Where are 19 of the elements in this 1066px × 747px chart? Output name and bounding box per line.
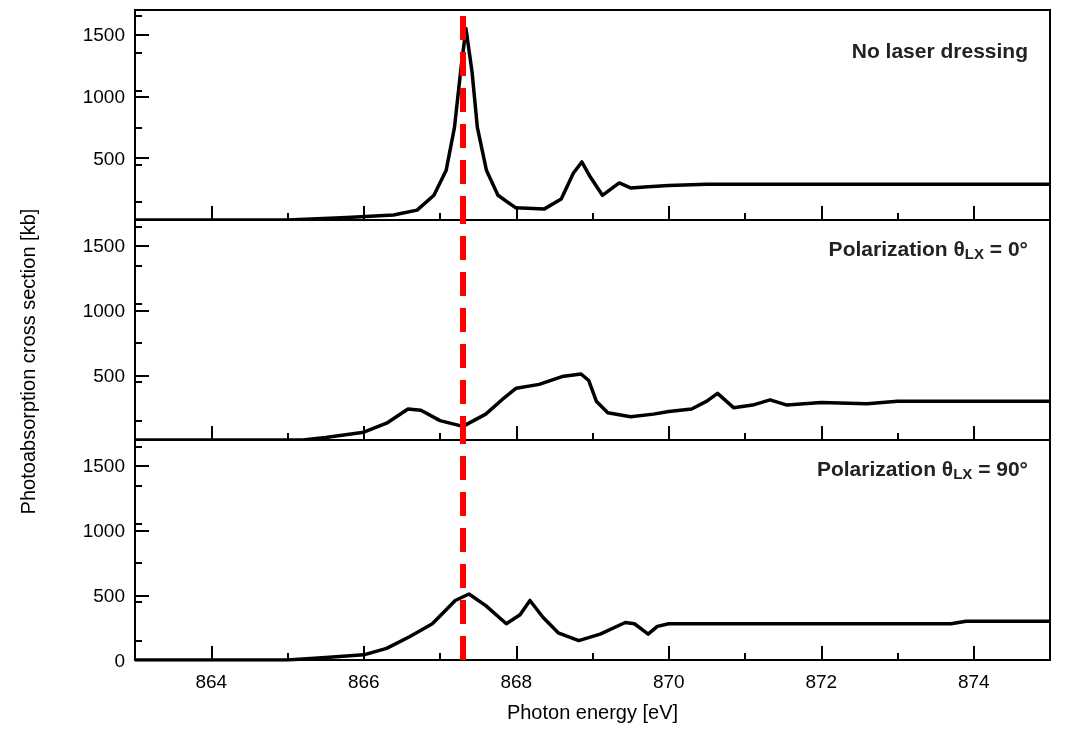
y-tick-label: 500	[93, 364, 125, 386]
x-tick-label: 868	[500, 671, 533, 692]
y-tick-label: 500	[93, 147, 125, 169]
y-tick-label: 1000	[82, 85, 125, 107]
x-axis-title: Photon energy [eV]	[506, 701, 679, 723]
y-tick-label: 1000	[82, 520, 125, 542]
annotation: No laser dressing	[851, 39, 1028, 62]
x-tick-label: 872	[805, 671, 838, 692]
x-tick-label: 874	[957, 671, 991, 692]
x-tick-label: 866	[347, 671, 380, 692]
y-axis-title: Photoabsorption cross section [kb]	[16, 207, 40, 517]
y-tick-label: 1500	[82, 235, 125, 257]
x-tick-label: 870	[652, 671, 685, 692]
y-tick-label: 1000	[82, 300, 125, 322]
y-tick-label: 500	[93, 584, 125, 606]
y-tick-label: 1500	[82, 24, 125, 46]
y-tick-label: 0	[114, 649, 125, 671]
y-tick-label: 1500	[82, 455, 125, 477]
x-tick-label: 864	[195, 671, 228, 692]
